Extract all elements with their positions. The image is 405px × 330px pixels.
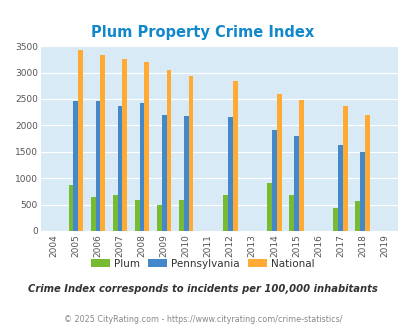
Bar bbox=[359, 152, 364, 231]
Bar bbox=[354, 201, 359, 231]
Legend: Plum, Pennsylvania, National: Plum, Pennsylvania, National bbox=[87, 254, 318, 273]
Bar bbox=[179, 200, 183, 231]
Bar bbox=[337, 146, 342, 231]
Bar bbox=[183, 116, 188, 231]
Bar bbox=[333, 208, 337, 231]
Bar bbox=[342, 106, 347, 231]
Bar bbox=[68, 184, 73, 231]
Bar bbox=[134, 200, 139, 231]
Bar bbox=[293, 137, 298, 231]
Bar bbox=[100, 55, 105, 231]
Bar bbox=[364, 115, 369, 231]
Text: Crime Index corresponds to incidents per 100,000 inhabitants: Crime Index corresponds to incidents per… bbox=[28, 284, 377, 294]
Bar bbox=[232, 81, 237, 231]
Bar bbox=[266, 183, 271, 231]
Bar bbox=[90, 197, 95, 231]
Bar bbox=[166, 71, 171, 231]
Bar bbox=[122, 59, 127, 231]
Bar bbox=[95, 101, 100, 231]
Bar bbox=[288, 195, 293, 231]
Bar bbox=[222, 195, 227, 231]
Bar bbox=[227, 117, 232, 231]
Bar bbox=[156, 205, 161, 231]
Bar bbox=[78, 50, 83, 231]
Text: © 2025 CityRating.com - https://www.cityrating.com/crime-statistics/: © 2025 CityRating.com - https://www.city… bbox=[64, 315, 341, 324]
Bar bbox=[276, 94, 281, 231]
Bar bbox=[139, 103, 144, 231]
Bar bbox=[188, 76, 193, 231]
Bar bbox=[271, 130, 276, 231]
Text: Plum Property Crime Index: Plum Property Crime Index bbox=[91, 25, 314, 41]
Bar bbox=[161, 115, 166, 231]
Bar bbox=[144, 62, 149, 231]
Bar bbox=[298, 100, 303, 231]
Bar bbox=[117, 106, 122, 231]
Bar bbox=[113, 195, 117, 231]
Bar bbox=[73, 101, 78, 231]
